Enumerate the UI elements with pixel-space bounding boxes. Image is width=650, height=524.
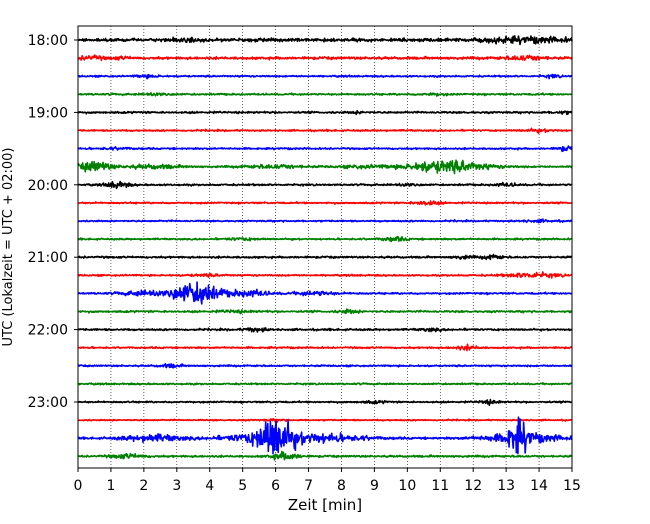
trace-2315-red [77,417,573,423]
y-tick-label: 18:00 [28,33,68,49]
trace-2015-red [77,200,573,206]
x-tick-label: 13 [497,478,515,494]
x-tick-label: 5 [238,478,247,494]
x-tick-label: 8 [337,478,346,494]
x-tick-label: 10 [398,478,416,494]
trace-1845-green [77,91,573,97]
y-tick-label: 21:00 [28,250,68,266]
trace-2200-black [77,327,573,333]
x-tick-label: 2 [139,478,148,494]
trace-2300-black [77,398,573,406]
trace-1915-red [77,127,573,134]
trace-1900-black [77,109,573,116]
trace-2345-green [77,450,573,461]
x-tick-label: 15 [563,478,581,494]
trace-2130-blue [77,281,573,305]
trace-2115-red [77,271,573,279]
x-tick-label: 1 [106,478,115,494]
plot-frame [77,25,573,469]
y-tick-label: 22:00 [28,323,68,339]
y-tick-label: 19:00 [28,105,68,121]
x-tick-label: 0 [74,478,83,494]
y-axis-ticks: 18:00 19:00 20:00 21:00 22:00 23:00 [28,33,78,411]
trace-2330-blue [77,416,573,455]
trace-1945-green [77,159,573,175]
trace-2100-black [77,253,573,261]
x-tick-label: 11 [431,478,449,494]
trace-2045-green [77,235,573,243]
x-tick-label: 14 [530,478,548,494]
y-axis-label: UTC (Lokalzeit = UTC + 02:00) [1,148,16,347]
trace-2145-green [77,308,573,315]
trace-1815-red [77,54,573,62]
trace-2230-blue [77,362,573,369]
x-tick-label: 3 [172,478,181,494]
trace-2245-green [77,381,573,386]
x-tick-label: 9 [370,478,379,494]
trace-1930-blue [77,145,573,153]
x-axis-label: Zeit [min] [288,496,362,514]
y-tick-label: 23:00 [28,395,68,411]
trace-1830-blue [77,73,573,80]
x-axis-ticks: 0 1 2 3 4 5 6 7 8 9 10 11 12 13 14 15 [74,468,581,494]
x-tick-label: 7 [304,478,313,494]
x-tick-label: 6 [271,478,280,494]
x-tick-label: 12 [464,478,482,494]
y-tick-label: 20:00 [28,178,68,194]
trace-2000-black [77,180,573,190]
trace-2030-blue [77,218,573,224]
trace-1800-black [77,35,573,46]
x-tick-label: 4 [205,478,214,494]
seismogram-traces [77,35,573,461]
trace-2215-red [77,343,573,352]
